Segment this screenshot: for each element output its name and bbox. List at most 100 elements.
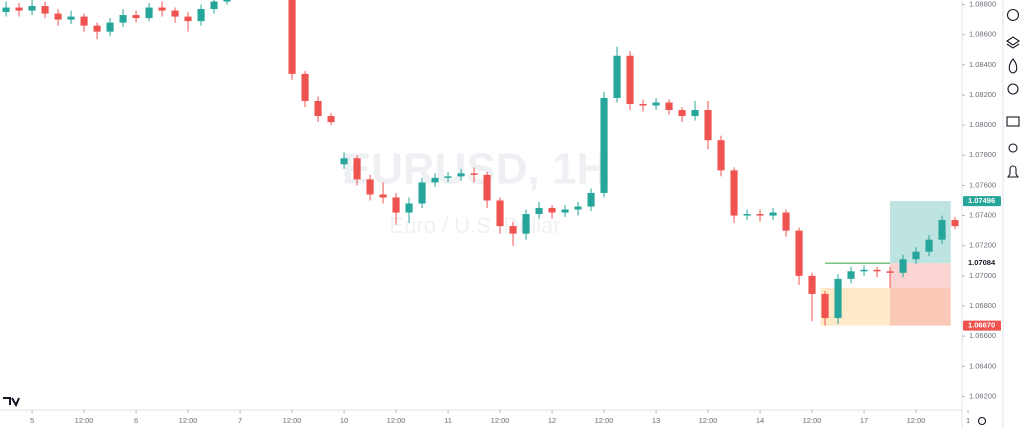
candle-body [535, 208, 543, 215]
x-tick-label: 1 [966, 416, 970, 425]
candle-body [899, 259, 907, 273]
candle-body [483, 174, 491, 201]
candle-body [41, 6, 49, 14]
candle-body [834, 278, 842, 319]
candle-body [301, 73, 309, 101]
candle-body [2, 7, 10, 13]
candle-body [613, 55, 621, 98]
candle-body [405, 203, 413, 213]
candle-body [145, 7, 153, 19]
idea-icon[interactable] [1007, 83, 1019, 95]
x-tick-label: 12:00 [75, 416, 94, 425]
y-tick-label: 1.08200 [969, 90, 996, 99]
candle-body [366, 179, 374, 195]
candle-body [119, 15, 127, 23]
candle-body [821, 293, 829, 319]
y-tick-label: 1.07800 [969, 150, 996, 159]
y-tick-label: 1.07600 [969, 180, 996, 189]
y-tick-label: 1.08400 [969, 60, 996, 69]
axes: 1.06200 1.06400 1.06600 1.06800 1.07000 1.072… [30, 0, 1001, 425]
candle-body [860, 269, 868, 272]
price-tag-label: 1.07496 [968, 196, 995, 205]
candle-body [184, 16, 192, 22]
price-tag [963, 258, 1001, 269]
x-tick-label: 12:00 [595, 416, 614, 425]
candle-body [548, 208, 556, 213]
x-tick-label: 12:00 [803, 416, 822, 425]
candle-body [496, 200, 504, 227]
x-tick-label: 14 [756, 416, 764, 425]
candle-body [15, 7, 23, 11]
loss-zone [890, 263, 951, 326]
x-tick-label: 11 [444, 416, 452, 425]
price-tag-label: 1.06670 [968, 321, 995, 330]
y-tick-label: 1.07200 [969, 241, 996, 250]
candle-body [769, 212, 777, 216]
fire-icon[interactable] [1008, 58, 1018, 74]
candle-body [665, 102, 673, 111]
candle-body [93, 25, 101, 32]
candle-body [574, 206, 582, 210]
candle-body [444, 176, 452, 178]
candle-body [54, 13, 62, 20]
price-tag-label: 1.07084 [968, 258, 996, 267]
plot-area [2, 0, 959, 326]
candle-body [743, 214, 751, 216]
candle-body [678, 110, 686, 117]
y-tick-label: 1.07400 [969, 211, 996, 220]
candle-body [132, 15, 140, 19]
candle-body [28, 6, 36, 11]
x-tick-label: 6 [134, 416, 138, 425]
x-tick-label: 12:00 [283, 416, 302, 425]
alert-icon[interactable] [1006, 165, 1020, 178]
candle-body [340, 158, 348, 165]
x-tick-label: 12:00 [491, 416, 510, 425]
candle-body [457, 173, 465, 177]
settings-icon[interactable] [977, 416, 987, 426]
y-tick-label: 1.08800 [969, 0, 996, 9]
candle-body [314, 100, 322, 117]
layers-icon[interactable] [1006, 36, 1020, 49]
candle-body [587, 192, 595, 207]
candle-body [639, 104, 647, 106]
x-tick-label: 10 [340, 416, 348, 425]
y-tick-label: 1.06600 [969, 331, 996, 340]
candle-body [652, 102, 660, 106]
toolbar [977, 8, 1020, 426]
watermark-subtitle: Euro / U.S. Dollar [389, 213, 560, 238]
x-tick-label: 12 [548, 416, 556, 425]
candle-body [327, 116, 335, 123]
candle-body [730, 170, 738, 216]
stream-icon[interactable] [1008, 143, 1018, 153]
candle-body [392, 197, 400, 213]
candle-body [873, 269, 881, 272]
candle-body [782, 212, 790, 231]
x-tick-label: 12:00 [699, 416, 718, 425]
candle-body [756, 214, 764, 216]
candle-body [886, 271, 894, 273]
candle-body [418, 182, 426, 204]
logo [3, 397, 20, 408]
candle-body [106, 22, 114, 32]
candle-body [379, 194, 387, 198]
candle-body [470, 173, 478, 175]
y-tick-label: 1.08600 [969, 30, 996, 39]
y-tick-label: 1.06800 [969, 301, 996, 310]
candle-body [210, 1, 218, 10]
candle-body [951, 220, 959, 227]
x-tick-label: 5 [30, 416, 34, 425]
candle-body [691, 110, 699, 117]
price-tag [963, 320, 1001, 331]
x-tick-label: 12:00 [387, 416, 406, 425]
clock-icon[interactable] [1006, 8, 1020, 22]
chat-icon[interactable] [1006, 116, 1020, 127]
candle-body [600, 97, 608, 193]
candle-body [938, 220, 946, 240]
y-tick-label: 1.08000 [969, 120, 996, 129]
candle-body [223, 0, 231, 2]
x-tick-label: 17 [860, 416, 868, 425]
candle-body [561, 209, 569, 213]
candle-body [795, 230, 803, 276]
x-tick-label: 12:00 [179, 416, 198, 425]
